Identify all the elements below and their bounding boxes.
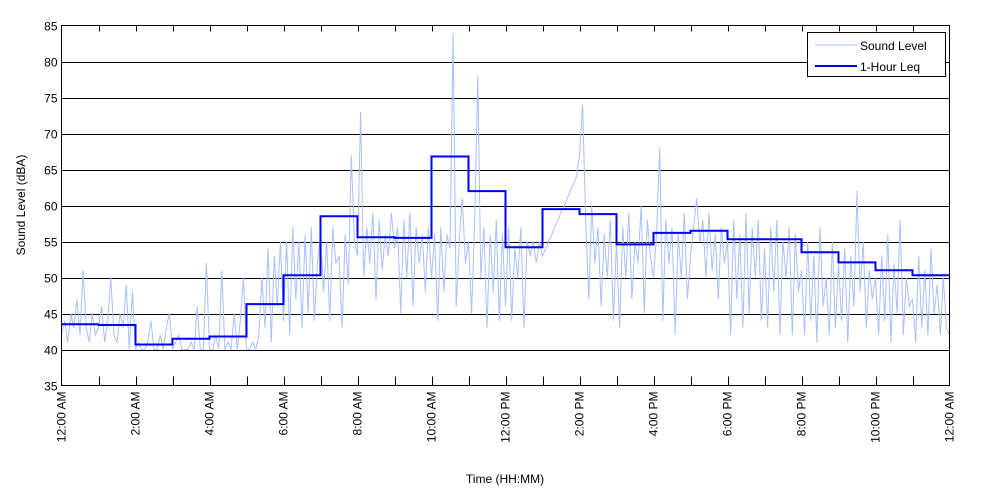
x-tick-label: 10:00 AM	[425, 391, 439, 442]
series-1-hour-leq	[61, 155, 950, 346]
legend-label-1-hour-leq: 1-Hour Leq	[860, 60, 920, 74]
series-sound-level	[61, 32, 950, 352]
y-tick-label: 50	[44, 272, 58, 286]
y-tick-label: 70	[44, 128, 58, 142]
x-axis-label: Time (HH:MM)	[466, 472, 544, 486]
legend-box	[807, 32, 946, 77]
x-tick-label: 4:00 AM	[203, 392, 217, 436]
legend-label-sound-level: Sound Level	[860, 39, 927, 53]
y-tick-label: 65	[44, 164, 58, 178]
y-tick-labels: 35 40 45 50 55 60 65 70 75 80 85	[44, 20, 58, 394]
y-tick-label: 60	[44, 200, 58, 214]
x-tick-label: 12:00 PM	[499, 392, 513, 443]
x-tick-label: 10:00 PM	[869, 392, 883, 443]
x-tick-label: 8:00 AM	[351, 392, 365, 436]
x-tick-label: 6:00 PM	[721, 392, 735, 437]
x-tick-label: 2:00 PM	[573, 392, 587, 437]
y-tick-label: 75	[44, 92, 58, 106]
axis-ticks	[99, 25, 914, 386]
y-axis-label: Sound Level (dBA)	[14, 155, 28, 256]
plot-area-frame	[61, 25, 950, 386]
y-tick-label: 40	[44, 344, 58, 358]
x-tick-label: 4:00 PM	[647, 392, 661, 437]
x-tick-label: 6:00 AM	[277, 392, 291, 436]
y-tick-label: 85	[44, 20, 58, 34]
y-tick-label: 80	[44, 56, 58, 70]
legend: Sound Level 1-Hour Leq	[807, 32, 946, 77]
x-tick-label: 12:00 AM	[943, 391, 957, 442]
sound-level-line	[61, 32, 950, 352]
x-tick-label: 12:00 AM	[55, 391, 69, 442]
x-tick-label: 2:00 AM	[129, 392, 143, 436]
y-tick-label: 35	[44, 380, 58, 394]
leq-step-line	[61, 155, 950, 346]
x-tick-labels: 12:00 AM 2:00 AM 4:00 AM 6:00 AM 8:00 AM 10:0…	[55, 391, 957, 442]
y-tick-label: 55	[44, 236, 58, 250]
x-tick-label: 8:00 PM	[795, 392, 809, 437]
y-tick-label: 45	[44, 308, 58, 322]
